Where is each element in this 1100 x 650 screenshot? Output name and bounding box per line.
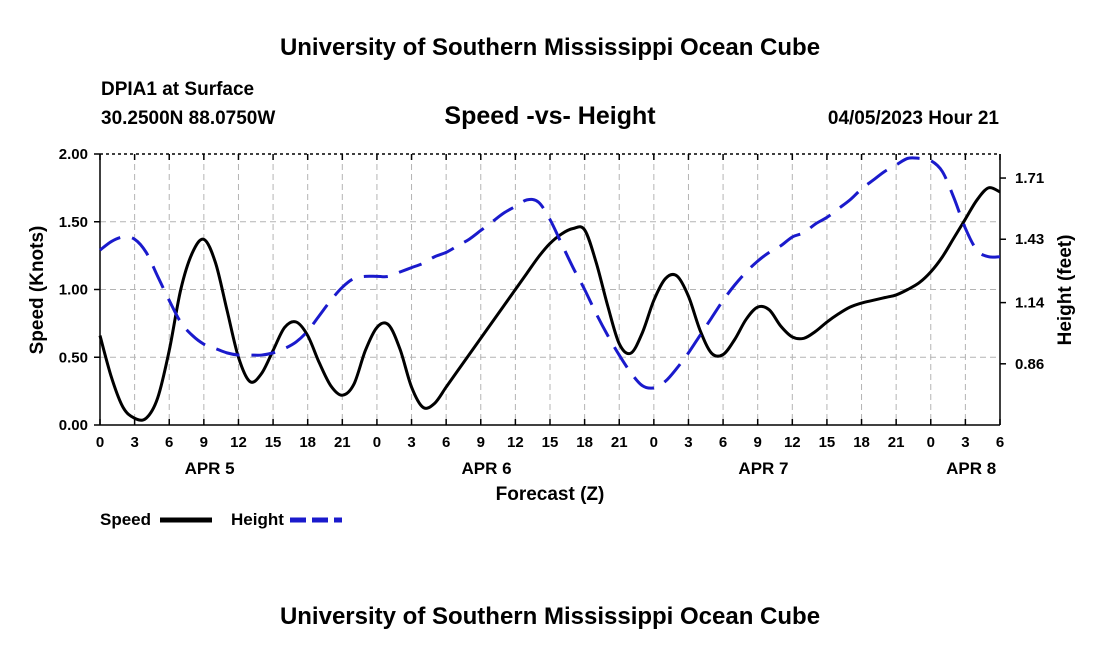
x-tick-label: 18 bbox=[576, 434, 593, 451]
x-tick-label: 21 bbox=[888, 434, 905, 451]
x-tick-label: 9 bbox=[200, 434, 208, 451]
y2-tick-label: 0.86 bbox=[1015, 356, 1044, 373]
x-tick-label: 18 bbox=[299, 434, 316, 451]
y2-tick-label: 1.43 bbox=[1015, 231, 1044, 248]
x-tick-label: 3 bbox=[961, 434, 969, 451]
x-tick-label: 15 bbox=[265, 434, 282, 451]
legend-speed-label: Speed bbox=[100, 510, 151, 529]
y-tick-label: 0.50 bbox=[59, 349, 88, 366]
x-tick-label: 9 bbox=[477, 434, 485, 451]
x-tick-label: 12 bbox=[230, 434, 247, 451]
x-tick-label: 21 bbox=[334, 434, 351, 451]
x-tick-label: 6 bbox=[719, 434, 727, 451]
x-tick-label: 18 bbox=[853, 434, 870, 451]
x-tick-label: 0 bbox=[927, 434, 935, 451]
x-tick-label: 3 bbox=[684, 434, 692, 451]
day-label: APR 7 bbox=[738, 459, 788, 478]
x-tick-label: 12 bbox=[507, 434, 524, 451]
x-tick-label: 3 bbox=[407, 434, 415, 451]
y-tick-label: 2.00 bbox=[59, 146, 88, 163]
footer-title: University of Southern Mississippi Ocean… bbox=[280, 603, 820, 630]
x-tick-label: 21 bbox=[611, 434, 628, 451]
x-tick-label: 9 bbox=[754, 434, 762, 451]
x-tick-label: 0 bbox=[96, 434, 104, 451]
series-line-height bbox=[99, 156, 1001, 390]
chart-subtitle: Speed -vs- Height bbox=[444, 102, 656, 130]
grid bbox=[100, 154, 1000, 425]
x-tick-label: 3 bbox=[130, 434, 138, 451]
x-axis-label: Forecast (Z) bbox=[496, 484, 605, 505]
x-tick-label: 15 bbox=[819, 434, 836, 451]
day-label: APR 8 bbox=[946, 459, 996, 478]
day-label: APR 5 bbox=[185, 459, 235, 478]
x-tick-label: 0 bbox=[650, 434, 658, 451]
coords-label: 30.2500N 88.0750W bbox=[101, 108, 275, 129]
y2-tick-label: 1.71 bbox=[1015, 170, 1044, 187]
y2-tick-label: 1.14 bbox=[1015, 295, 1045, 312]
x-tick-label: 6 bbox=[442, 434, 450, 451]
day-label: APR 6 bbox=[461, 459, 511, 478]
y-tick-label: 1.50 bbox=[59, 214, 88, 231]
series-line-speed bbox=[98, 186, 1001, 422]
x-tick-label: 6 bbox=[165, 434, 173, 451]
x-tick-label: 0 bbox=[373, 434, 381, 451]
legend-height-label: Height bbox=[231, 510, 284, 529]
x-tick-label: 15 bbox=[542, 434, 559, 451]
x-tick-label: 6 bbox=[996, 434, 1004, 451]
y-axis-label: Speed (Knots) bbox=[27, 226, 48, 355]
series bbox=[98, 156, 1001, 422]
x-tick-label: 12 bbox=[784, 434, 801, 451]
y-tick-label: 1.00 bbox=[59, 282, 88, 299]
axes: 0 3 6 9 12 15 18 21 0 3 6 9 12 15 18 21 0 3 6 9 12 15 18 21 0 3 6 0… bbox=[59, 146, 1045, 478]
y-tick-label: 0.00 bbox=[59, 417, 88, 434]
datetime-label: 04/05/2023 Hour 21 bbox=[828, 108, 1000, 129]
y2-axis-label: Height (feet) bbox=[1055, 235, 1076, 346]
legend: Speed Height bbox=[100, 510, 342, 529]
station-label: DPIA1 at Surface bbox=[101, 79, 254, 100]
page-title: University of Southern Mississippi Ocean… bbox=[280, 34, 820, 61]
